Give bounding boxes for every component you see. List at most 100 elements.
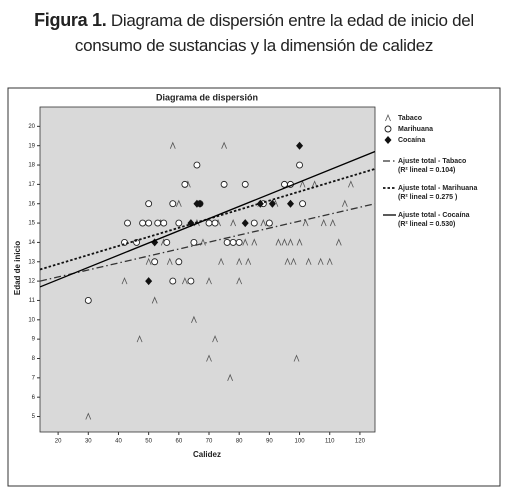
point xyxy=(227,373,234,381)
point xyxy=(284,257,291,265)
caption-label: Figura 1. xyxy=(34,10,107,30)
point xyxy=(175,199,182,207)
y-tick-label: 7 xyxy=(32,375,36,381)
point xyxy=(218,257,224,265)
point xyxy=(206,354,212,362)
x-tick-label: 100 xyxy=(295,439,306,445)
point xyxy=(260,219,267,227)
point xyxy=(190,238,198,246)
x-tick-label: 90 xyxy=(266,439,273,445)
point xyxy=(121,277,128,285)
point xyxy=(229,238,237,246)
legend-r2: (R² lineal = 0.104) xyxy=(398,167,455,174)
legend-marker xyxy=(384,136,392,144)
x-tick-label: 30 xyxy=(85,439,92,445)
point xyxy=(320,219,327,227)
legend-r2: (R² lineal = 0.530) xyxy=(398,221,455,228)
point xyxy=(302,219,309,227)
point xyxy=(296,141,304,150)
point xyxy=(230,219,237,227)
y-tick-label: 10 xyxy=(28,317,35,323)
point xyxy=(220,180,228,188)
y-tick-label: 17 xyxy=(28,182,35,188)
point xyxy=(175,258,183,266)
caption-text: Diagrama de dispersión entre la edad de … xyxy=(74,11,474,55)
point xyxy=(181,277,188,285)
point xyxy=(245,257,252,265)
point xyxy=(275,238,282,246)
point xyxy=(241,180,249,188)
legend-marker xyxy=(385,113,391,122)
y-tick-label: 15 xyxy=(28,221,35,227)
point xyxy=(286,199,294,208)
plot-area xyxy=(39,106,376,433)
fit-line xyxy=(40,203,375,282)
point xyxy=(317,257,324,265)
x-tick-label: 70 xyxy=(206,439,213,445)
point xyxy=(145,219,153,227)
y-tick-label: 6 xyxy=(32,395,36,401)
y-tick-label: 16 xyxy=(28,201,35,207)
point xyxy=(206,277,212,285)
point xyxy=(299,200,307,208)
legend-label: Ajuste total - Tabaco xyxy=(398,158,466,165)
x-axis-label: Calidez xyxy=(193,450,221,459)
legend-r2: (R² lineal = 0.275 ) xyxy=(398,194,457,201)
point xyxy=(145,257,152,265)
point xyxy=(329,219,336,227)
point xyxy=(151,258,159,266)
point xyxy=(145,277,153,286)
y-tick-label: 20 xyxy=(28,124,35,130)
point xyxy=(341,199,348,207)
point xyxy=(191,315,197,323)
x-tick-label: 110 xyxy=(325,439,335,445)
point xyxy=(250,219,258,227)
point xyxy=(211,219,219,227)
point xyxy=(160,219,168,227)
point xyxy=(151,296,158,304)
legend-label: Cocaína xyxy=(398,137,425,144)
point xyxy=(281,180,288,188)
legend-label: Tabaco xyxy=(398,115,422,122)
y-tick-label: 12 xyxy=(28,279,35,285)
point xyxy=(290,257,297,265)
point xyxy=(296,238,303,246)
point xyxy=(169,141,176,149)
point xyxy=(139,219,147,227)
point xyxy=(293,354,300,362)
point xyxy=(169,277,177,285)
legend-label: Marihuana xyxy=(398,126,433,133)
y-axis-label: Edad de inicio xyxy=(13,241,22,295)
point xyxy=(196,199,204,208)
fit-line xyxy=(40,150,375,288)
point xyxy=(175,219,183,227)
chart-title: Diagrama de dispersión xyxy=(156,92,258,102)
x-tick-label: 80 xyxy=(236,439,243,445)
point xyxy=(205,219,213,227)
y-tick-label: 18 xyxy=(28,163,35,169)
point xyxy=(169,200,177,208)
point xyxy=(287,238,294,246)
point xyxy=(187,277,195,285)
point xyxy=(235,238,243,246)
point xyxy=(251,238,258,246)
point xyxy=(124,219,131,227)
x-tick-label: 50 xyxy=(145,439,152,445)
point xyxy=(145,200,153,208)
y-tick-label: 5 xyxy=(32,414,36,420)
legend-marker xyxy=(384,125,392,133)
point xyxy=(265,219,273,227)
point xyxy=(236,277,243,285)
figure-caption: Figura 1. Diagrama de dispersión entre l… xyxy=(10,8,498,58)
point xyxy=(84,297,92,304)
y-tick-label: 13 xyxy=(28,259,35,265)
point xyxy=(335,238,342,246)
point xyxy=(136,335,143,343)
y-tick-label: 19 xyxy=(28,143,35,149)
point xyxy=(236,257,243,265)
legend-label: Ajuste total - Marihuana xyxy=(398,185,477,192)
point xyxy=(326,257,333,265)
point xyxy=(181,180,189,188)
point xyxy=(296,161,303,169)
